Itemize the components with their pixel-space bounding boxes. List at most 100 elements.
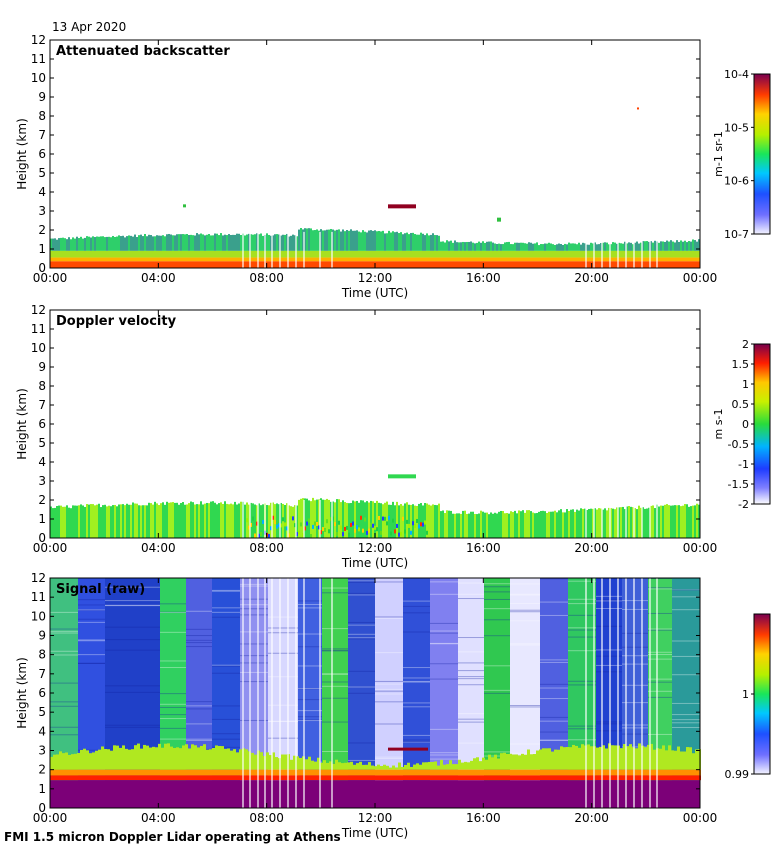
colorbar-tick-label: 10-6	[724, 175, 749, 188]
cloud-feature	[388, 204, 416, 209]
x-tick-label: 00:00	[33, 271, 68, 285]
y-tick-label: 5	[38, 166, 46, 180]
colorbar-unit-label: m-1 sr-1	[712, 131, 725, 177]
colorbar-2	[753, 343, 771, 505]
colorbar-tick-label: 1.5	[732, 358, 750, 371]
x-axis-label: Time (UTC)	[341, 826, 408, 840]
colorbar-1	[753, 73, 771, 235]
colorbar-tick-label: -2	[738, 498, 749, 511]
y-tick-label: 0	[38, 261, 46, 275]
y-tick-label: 8	[38, 109, 46, 123]
x-axis-label: Time (UTC)	[341, 556, 408, 570]
y-axis-label: Height (km)	[15, 118, 29, 189]
y-tick-label: 7	[38, 398, 46, 412]
heatmap-2	[50, 474, 700, 539]
y-tick-label: 7	[38, 128, 46, 142]
x-tick-label: 20:00	[574, 541, 609, 555]
x-tick-label: 08:00	[249, 811, 284, 825]
y-tick-label: 0	[38, 531, 46, 545]
colorbar-unit-label: m s-1	[712, 409, 725, 440]
colorbar-3	[753, 613, 771, 775]
y-tick-label: 11	[31, 52, 46, 66]
x-tick-label: 00:00	[33, 811, 68, 825]
x-tick-label: 04:00	[141, 811, 176, 825]
y-tick-label: 3	[38, 204, 46, 218]
colorbar-tick-label: 0	[742, 418, 749, 431]
colorbar-tick-label: 2	[742, 338, 749, 351]
x-tick-label: 20:00	[574, 271, 609, 285]
y-tick-label: 4	[38, 724, 46, 738]
panel-title: Signal (raw)	[56, 582, 145, 597]
y-tick-label: 2	[38, 763, 46, 777]
y-tick-label: 4	[38, 455, 46, 469]
colorbar-tick-label: 10-5	[724, 121, 749, 134]
x-axis-label: Time (UTC)	[341, 286, 408, 300]
x-tick-label: 16:00	[466, 541, 501, 555]
y-tick-label: 8	[38, 379, 46, 393]
y-tick-label: 8	[38, 648, 46, 662]
x-tick-label: 04:00	[141, 271, 176, 285]
y-tick-label: 10	[31, 609, 46, 623]
colorbar-tick-label: -1.5	[728, 478, 749, 491]
y-tick-label: 2	[38, 493, 46, 507]
colorbar-tick-label: -1	[738, 458, 749, 471]
y-tick-label: 10	[31, 71, 46, 85]
y-tick-label: 5	[38, 436, 46, 450]
x-tick-label: 00:00	[33, 541, 68, 555]
y-tick-label: 1	[38, 242, 46, 256]
x-tick-label: 12:00	[358, 271, 393, 285]
colorbar-tick-label: 10-7	[724, 228, 749, 241]
colorbar-tick-label: 10-4	[724, 68, 749, 81]
x-tick-label: 12:00	[358, 541, 393, 555]
y-tick-label: 11	[31, 322, 46, 336]
y-tick-label: 6	[38, 147, 46, 161]
colorbar-tick-label: 0.99	[725, 768, 750, 781]
y-tick-label: 9	[38, 629, 46, 643]
x-tick-label: 00:00	[683, 541, 718, 555]
y-tick-label: 0	[38, 801, 46, 815]
y-axis-label: Height (km)	[15, 388, 29, 459]
cloud-feature	[388, 747, 428, 751]
colorbar-tick-label: -0.5	[728, 438, 749, 451]
y-tick-label: 12	[31, 303, 46, 317]
y-tick-label: 12	[31, 571, 46, 585]
y-tick-label: 6	[38, 417, 46, 431]
heatmap-1	[50, 107, 700, 268]
y-tick-label: 10	[31, 341, 46, 355]
y-tick-label: 5	[38, 705, 46, 719]
cloud-feature	[388, 474, 416, 479]
x-tick-label: 08:00	[249, 271, 284, 285]
x-tick-label: 12:00	[358, 811, 393, 825]
colorbar-tick-label: 1	[742, 378, 749, 391]
panel-title: Attenuated backscatter	[56, 44, 230, 59]
y-tick-label: 9	[38, 90, 46, 104]
y-tick-label: 1	[38, 512, 46, 526]
footer-caption: FMI 1.5 micron Doppler Lidar operating a…	[4, 830, 341, 844]
y-tick-label: 6	[38, 686, 46, 700]
colorbar-tick-label: 1	[742, 688, 749, 701]
y-tick-label: 4	[38, 185, 46, 199]
y-tick-label: 12	[31, 33, 46, 47]
x-tick-label: 04:00	[141, 541, 176, 555]
x-tick-label: 16:00	[466, 811, 501, 825]
y-axis-label: Height (km)	[15, 657, 29, 728]
x-tick-label: 20:00	[574, 811, 609, 825]
date-label: 13 Apr 2020	[52, 20, 127, 34]
y-tick-label: 9	[38, 360, 46, 374]
y-tick-label: 1	[38, 782, 46, 796]
heatmap-3	[50, 578, 701, 808]
y-tick-label: 2	[38, 223, 46, 237]
x-tick-label: 00:00	[683, 811, 718, 825]
y-tick-label: 7	[38, 667, 46, 681]
colorbar-tick-label: 0.5	[732, 398, 750, 411]
y-tick-label: 3	[38, 744, 46, 758]
x-tick-label: 08:00	[249, 541, 284, 555]
y-tick-label: 11	[31, 590, 46, 604]
panel-title: Doppler velocity	[56, 314, 177, 329]
x-tick-label: 00:00	[683, 271, 718, 285]
x-tick-label: 16:00	[466, 271, 501, 285]
y-tick-label: 3	[38, 474, 46, 488]
